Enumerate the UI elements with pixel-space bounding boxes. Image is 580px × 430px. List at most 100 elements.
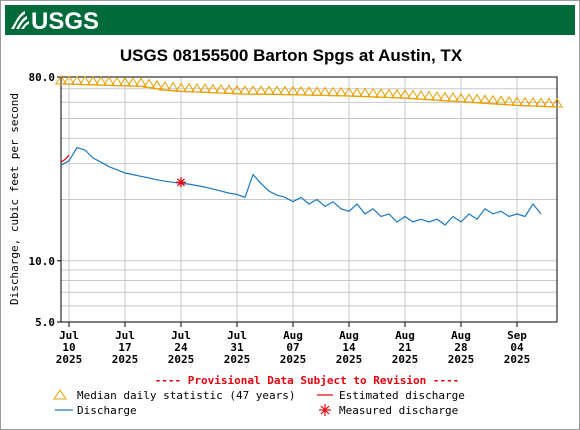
series-line-2 (60, 146, 542, 226)
median-marker (535, 97, 547, 107)
median-marker (335, 86, 347, 97)
median-marker (431, 91, 443, 101)
legend-item-median: Median daily statistic (47 years) (53, 389, 296, 402)
median-marker (55, 74, 67, 85)
median-marker (391, 88, 403, 99)
x-tick-label: 10 (62, 341, 75, 354)
median-marker (183, 82, 195, 93)
median-marker (351, 87, 363, 97)
legend-item-estimated: Estimated discharge (317, 389, 465, 402)
median-marker (471, 93, 483, 104)
median-marker (319, 86, 331, 96)
median-marker (359, 87, 371, 98)
usgs-logo-text: USGS (31, 8, 99, 35)
legend-median-triangle-icon (53, 389, 67, 400)
x-tick-label: 2025 (56, 353, 83, 366)
median-marker (303, 86, 315, 96)
y-axis-ticks: 80.0 10.0 5.0 (29, 71, 61, 329)
x-tick-label: Jul (59, 329, 79, 342)
legend-item-measured: Measured discharge (319, 404, 458, 417)
legend-label-measured: Measured discharge (339, 404, 458, 417)
x-tick-label: Aug (283, 329, 303, 342)
y-tick-label: 10.0 (29, 255, 56, 268)
x-tick-label: Jul (227, 329, 247, 342)
legend-item-discharge: Discharge (55, 404, 137, 417)
median-marker (135, 77, 147, 87)
median-marker (87, 75, 99, 86)
median-marker (71, 75, 83, 85)
legend: Median daily statistic (47 years) Estima… (53, 389, 465, 417)
median-marker (191, 83, 203, 93)
series-line-1 (60, 154, 70, 163)
median-marker (287, 85, 299, 96)
median-marker (223, 84, 235, 94)
median-marker (255, 85, 267, 95)
median-marker (119, 76, 131, 87)
median-marker (527, 97, 539, 107)
legend-label-median: Median daily statistic (47 years) (77, 389, 296, 402)
legend-label-discharge: Discharge (77, 404, 137, 417)
median-marker (239, 85, 251, 95)
y-tick-label: 80.0 (29, 71, 56, 84)
median-marker (311, 86, 323, 96)
median-marker (279, 85, 291, 96)
plot-area (60, 76, 558, 323)
median-marker (455, 92, 467, 103)
median-marker (175, 82, 187, 92)
median-marker (495, 95, 507, 105)
x-tick-label: Aug (395, 329, 415, 342)
x-tick-label: 14 (342, 341, 356, 354)
chart-title: USGS 08155500 Barton Spgs at Austin, TX (120, 46, 463, 65)
x-tick-label: 24 (174, 341, 188, 354)
x-tick-label: 31 (230, 341, 244, 354)
x-tick-label: Jul (115, 329, 135, 342)
median-marker (383, 88, 395, 98)
median-marker (463, 93, 475, 103)
median-marker (295, 85, 307, 96)
x-tick-label: Sep (507, 329, 527, 342)
median-marker (143, 78, 155, 88)
median-marker (63, 75, 75, 85)
x-tick-label: Aug (339, 329, 359, 342)
median-marker (447, 92, 459, 102)
median-marker (503, 95, 515, 106)
wave-icon (11, 11, 29, 29)
median-markers (55, 74, 563, 108)
median-marker (151, 79, 163, 90)
median-marker (103, 76, 115, 86)
usgs-banner: USGS (5, 5, 575, 35)
median-marker (199, 83, 211, 93)
median-marker (167, 81, 179, 92)
median-marker (271, 85, 283, 95)
x-tick-label: 2025 (392, 353, 419, 366)
legend-label-estimated: Estimated discharge (339, 389, 465, 402)
median-marker (439, 91, 451, 102)
median-marker (479, 94, 491, 104)
median-marker (95, 76, 107, 86)
x-tick-label: 2025 (504, 353, 531, 366)
x-axis-ticks: Jul102025Jul172025Jul242025Jul312025Aug0… (56, 322, 531, 366)
legend-measured-asterisk-icon (319, 404, 331, 416)
x-tick-label: 2025 (112, 353, 139, 366)
median-marker (367, 87, 379, 98)
x-tick-label: 2025 (168, 353, 195, 366)
x-tick-label: 2025 (448, 353, 475, 366)
x-tick-label: 2025 (336, 353, 363, 366)
median-marker (543, 97, 555, 108)
median-marker (551, 98, 563, 108)
y-axis-label: Discharge, cubic feet per second (8, 93, 21, 305)
median-marker (207, 83, 219, 94)
median-marker (247, 85, 259, 95)
median-marker (127, 77, 139, 87)
x-tick-label: 2025 (224, 353, 251, 366)
x-tick-label: 17 (118, 341, 131, 354)
x-tick-label: 2025 (280, 353, 307, 366)
median-marker (407, 89, 419, 100)
x-tick-label: 07 (286, 341, 299, 354)
x-tick-label: 04 (510, 341, 524, 354)
median-marker (519, 96, 531, 107)
median-marker (375, 88, 387, 98)
usgs-logo: USGS (11, 8, 99, 35)
